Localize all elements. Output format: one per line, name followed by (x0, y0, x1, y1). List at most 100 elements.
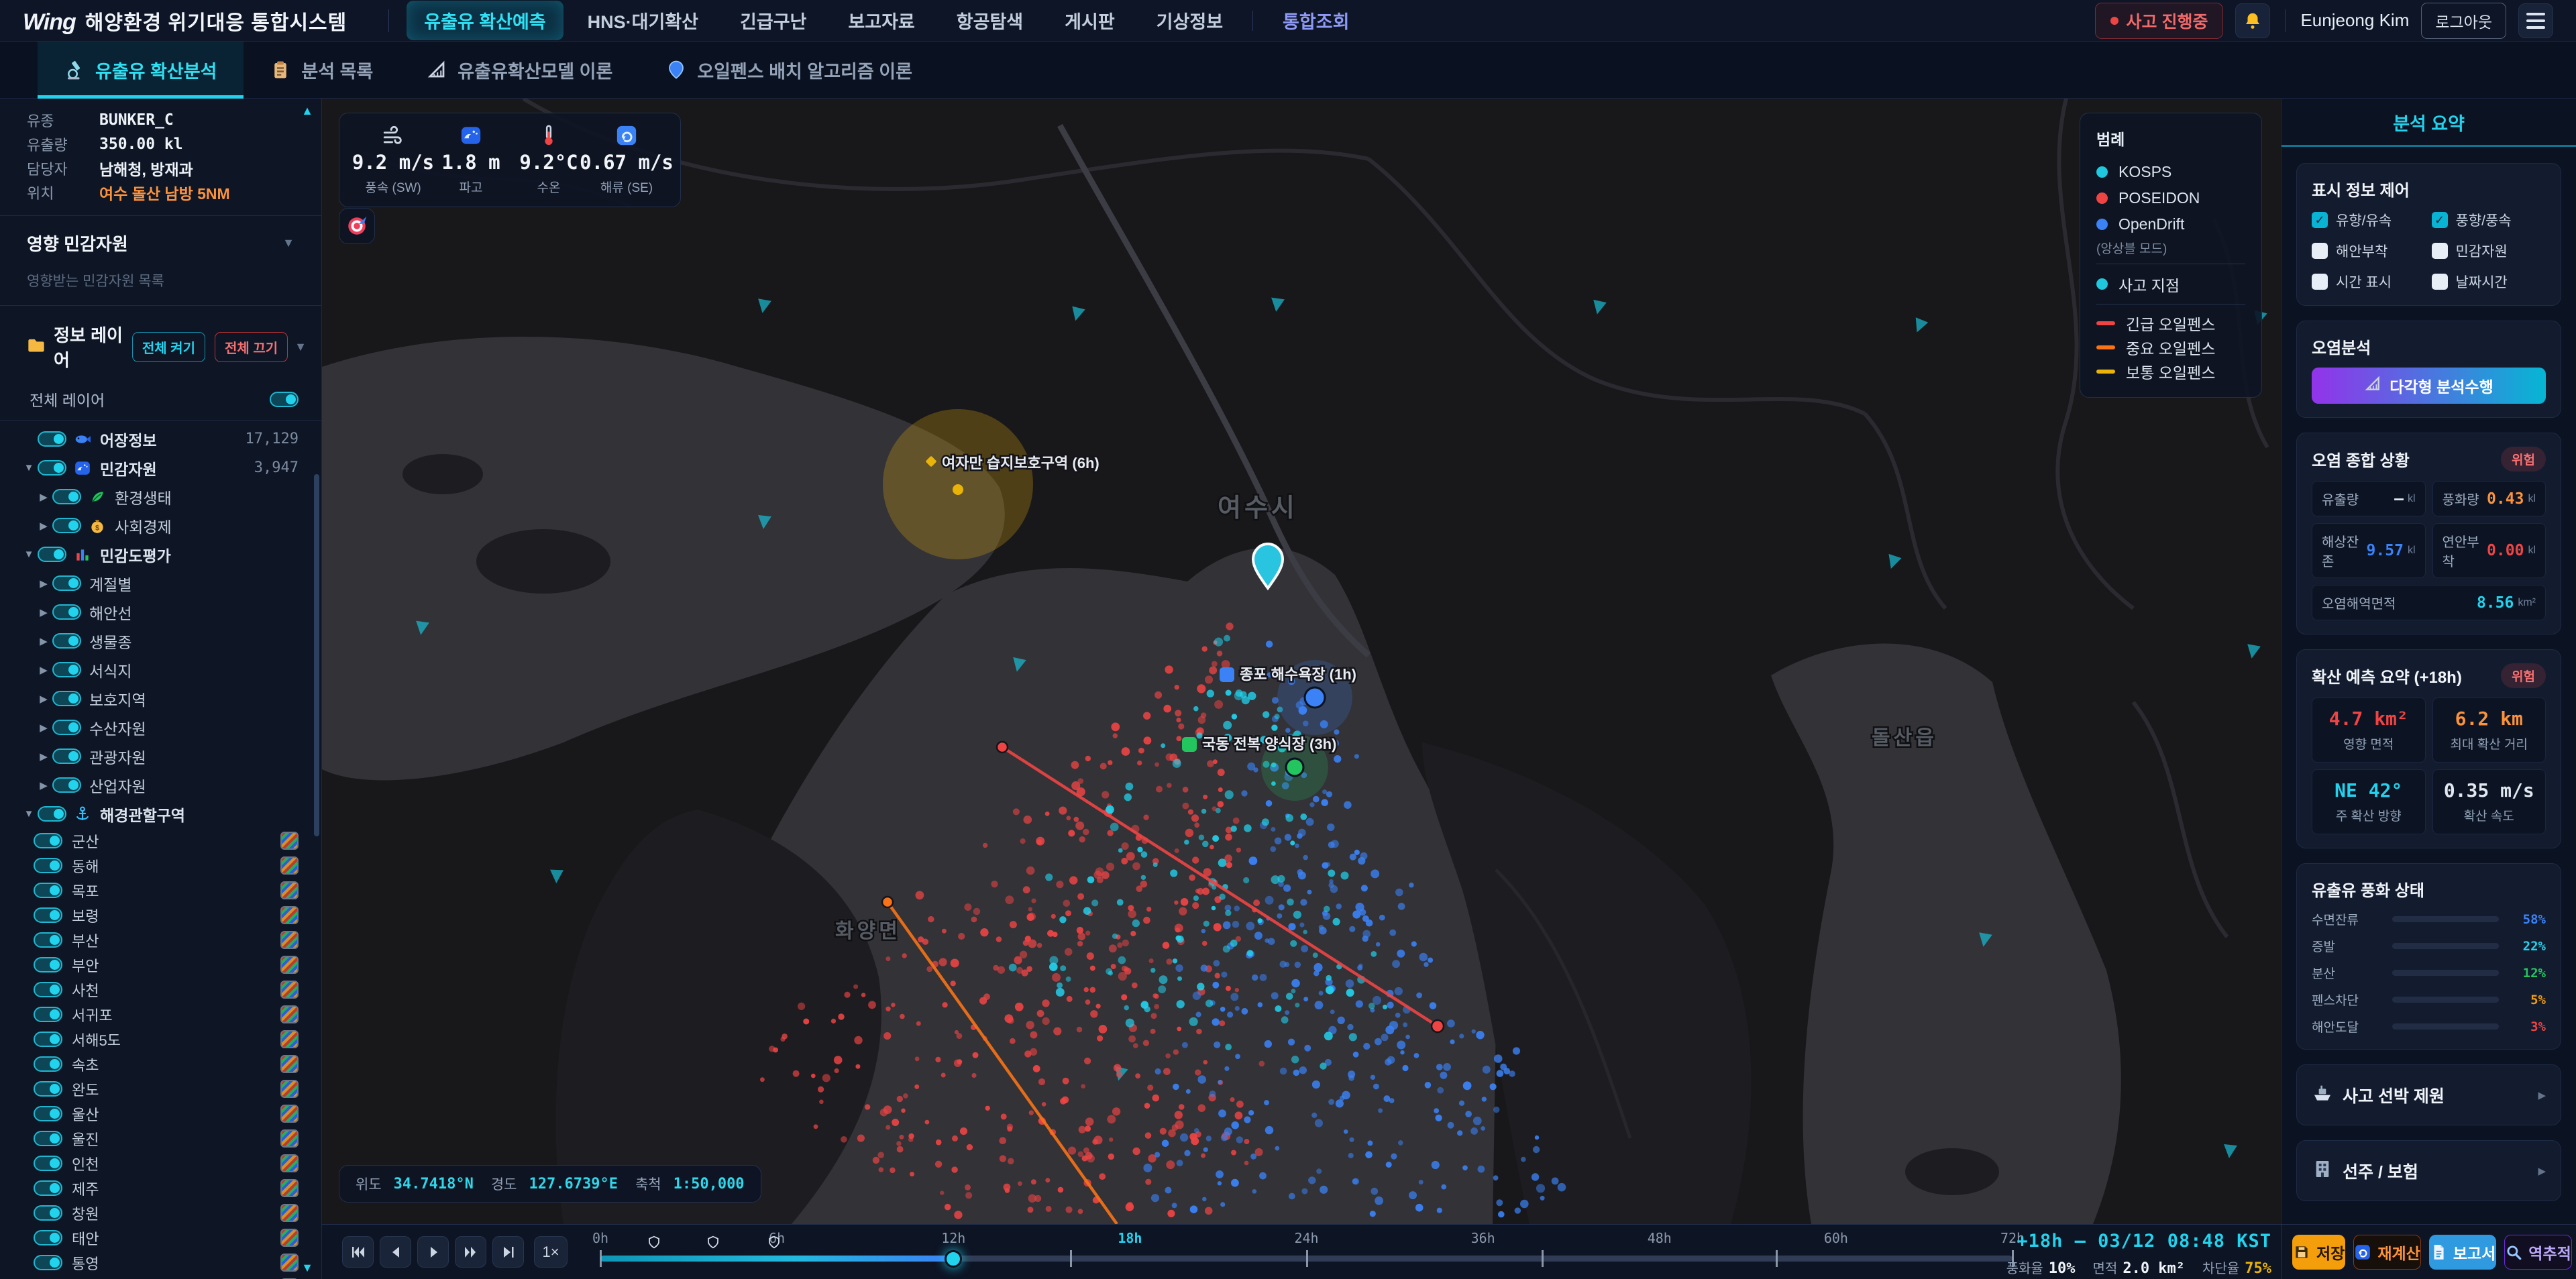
fence-marker-icon[interactable] (706, 1235, 720, 1253)
layer-toggle[interactable] (52, 691, 81, 706)
nav-item-통합조회[interactable]: 통합조회 (1283, 12, 1350, 32)
region-toggle[interactable] (34, 1056, 62, 1072)
fence-marker-icon[interactable] (767, 1235, 781, 1253)
expand-icon[interactable]: ▶ (40, 520, 48, 532)
region-style-swatch[interactable] (280, 1204, 299, 1222)
region-style-swatch[interactable] (280, 956, 299, 974)
chevron-down-icon[interactable]: ▼ (294, 339, 307, 353)
region-style-swatch[interactable] (280, 1005, 299, 1023)
playback-speed-button[interactable]: 1× (534, 1236, 568, 1268)
region-style-swatch[interactable] (280, 856, 299, 875)
skip-end-button[interactable] (492, 1236, 524, 1268)
region-toggle[interactable] (34, 907, 62, 923)
expand-icon[interactable]: ▶ (40, 722, 48, 734)
layer-toggle[interactable] (52, 662, 81, 677)
nav-item-게시판[interactable]: 게시판 (1065, 12, 1115, 32)
region-toggle[interactable] (34, 1081, 62, 1097)
region-toggle[interactable] (34, 1156, 62, 1171)
scroll-down-icon[interactable]: ▼ (301, 1261, 313, 1274)
region-toggle[interactable] (34, 1007, 62, 1022)
재계산-button[interactable]: 재계산 (2353, 1234, 2421, 1270)
region-toggle[interactable] (34, 982, 62, 997)
nav-item-긴급구난[interactable]: 긴급구난 (740, 12, 807, 32)
layer-toggle[interactable] (38, 431, 66, 447)
region-style-swatch[interactable] (280, 1080, 299, 1098)
저장-button[interactable]: 저장 (2292, 1234, 2346, 1270)
region-toggle[interactable] (34, 1131, 62, 1146)
region-toggle[interactable] (34, 1255, 62, 1270)
region-style-swatch[interactable] (280, 1154, 299, 1172)
region-style-swatch[interactable] (280, 1229, 299, 1247)
region-toggle[interactable] (34, 883, 62, 898)
region-style-swatch[interactable] (280, 931, 299, 949)
layer-toggle[interactable] (52, 748, 81, 764)
region-toggle[interactable] (34, 833, 62, 848)
chevron-down-icon[interactable]: ▼ (282, 236, 294, 249)
checkbox-유향/유속[interactable]: 유향/유속 (2312, 210, 2426, 230)
play-button[interactable] (417, 1236, 449, 1268)
sidebar-scrollbar[interactable] (314, 474, 319, 836)
polygon-analysis-button[interactable]: 다각형 분석수행 (2312, 368, 2546, 404)
checkbox-해안부착[interactable]: 해안부착 (2312, 241, 2426, 261)
logout-button[interactable]: 로그아웃 (2421, 2, 2506, 39)
layer-toggle[interactable] (52, 575, 81, 591)
layer-toggle[interactable] (52, 604, 81, 620)
notifications-button[interactable] (2235, 3, 2271, 38)
region-style-swatch[interactable] (280, 832, 299, 850)
region-style-swatch[interactable] (280, 881, 299, 899)
all-layers-toggle[interactable] (270, 391, 299, 407)
checkbox-unchecked-icon[interactable] (2431, 274, 2448, 290)
layer-toggle[interactable] (38, 460, 66, 476)
region-toggle[interactable] (34, 1032, 62, 1047)
region-style-swatch[interactable] (280, 981, 299, 999)
region-toggle[interactable] (34, 1230, 62, 1245)
tab-유출유 확산분석[interactable]: 유출유 확산분석 (38, 42, 244, 99)
region-style-swatch[interactable] (280, 1254, 299, 1272)
layer-toggle[interactable] (52, 489, 81, 504)
collapse-icon[interactable]: ▼ (23, 549, 34, 560)
tab-유출유확산모델 이론[interactable]: 유출유확산모델 이론 (400, 42, 639, 98)
expand-icon[interactable]: ▶ (40, 750, 48, 763)
expand-icon[interactable]: ▶ (40, 491, 48, 503)
region-style-swatch[interactable] (280, 1030, 299, 1048)
skip-start-button[interactable] (342, 1236, 374, 1268)
보고서-button[interactable]: 보고서 (2428, 1234, 2497, 1270)
collapse-icon[interactable]: ▼ (23, 808, 34, 820)
owner-insurance-card[interactable]: 선주 / 보험 ▶ (2296, 1140, 2561, 1201)
region-style-swatch[interactable] (280, 1105, 299, 1123)
expand-icon[interactable]: ▶ (40, 664, 48, 676)
tab-분석 목록[interactable]: 분석 목록 (244, 42, 400, 98)
region-toggle[interactable] (34, 1106, 62, 1121)
step-back-button[interactable] (380, 1236, 411, 1268)
region-style-swatch[interactable] (280, 1055, 299, 1073)
tab-오일펜스 배치 알고리즘 이론[interactable]: 오일펜스 배치 알고리즘 이론 (639, 42, 939, 98)
menu-button[interactable] (2518, 3, 2553, 38)
checkbox-unchecked-icon[interactable] (2431, 243, 2448, 259)
layer-toggle[interactable] (52, 633, 81, 649)
checkbox-checked-icon[interactable] (2312, 212, 2328, 228)
expand-icon[interactable]: ▶ (40, 577, 48, 590)
nav-item-항공탐색[interactable]: 항공탐색 (956, 12, 1024, 32)
expand-icon[interactable]: ▶ (40, 693, 48, 705)
layer-toggle[interactable] (52, 518, 81, 533)
checkbox-checked-icon[interactable] (2431, 212, 2448, 228)
all-layers-off-button[interactable]: 전체 끄기 (215, 331, 288, 362)
fast-forward-button[interactable] (455, 1236, 486, 1268)
fence-marker-icon[interactable] (647, 1235, 661, 1253)
expand-icon[interactable]: ▶ (40, 606, 48, 618)
checkbox-풍향/풍속[interactable]: 풍향/풍속 (2431, 210, 2546, 230)
checkbox-unchecked-icon[interactable] (2312, 274, 2328, 290)
vessel-spec-card[interactable]: 사고 선박 제원 ▶ (2296, 1064, 2561, 1125)
checkbox-민감자원[interactable]: 민감자원 (2431, 241, 2546, 261)
region-style-swatch[interactable] (280, 1129, 299, 1148)
checkbox-시간 표시[interactable]: 시간 표시 (2312, 272, 2426, 292)
region-toggle[interactable] (34, 932, 62, 948)
checkbox-날짜시간[interactable]: 날짜시간 (2431, 272, 2546, 292)
expand-icon[interactable]: ▶ (40, 779, 48, 791)
timeline-handle[interactable] (945, 1250, 963, 1268)
collapse-icon[interactable]: ▼ (23, 462, 34, 474)
scroll-up-icon[interactable]: ▲ (301, 104, 313, 117)
layer-toggle[interactable] (52, 777, 81, 793)
region-style-swatch[interactable] (280, 1179, 299, 1197)
